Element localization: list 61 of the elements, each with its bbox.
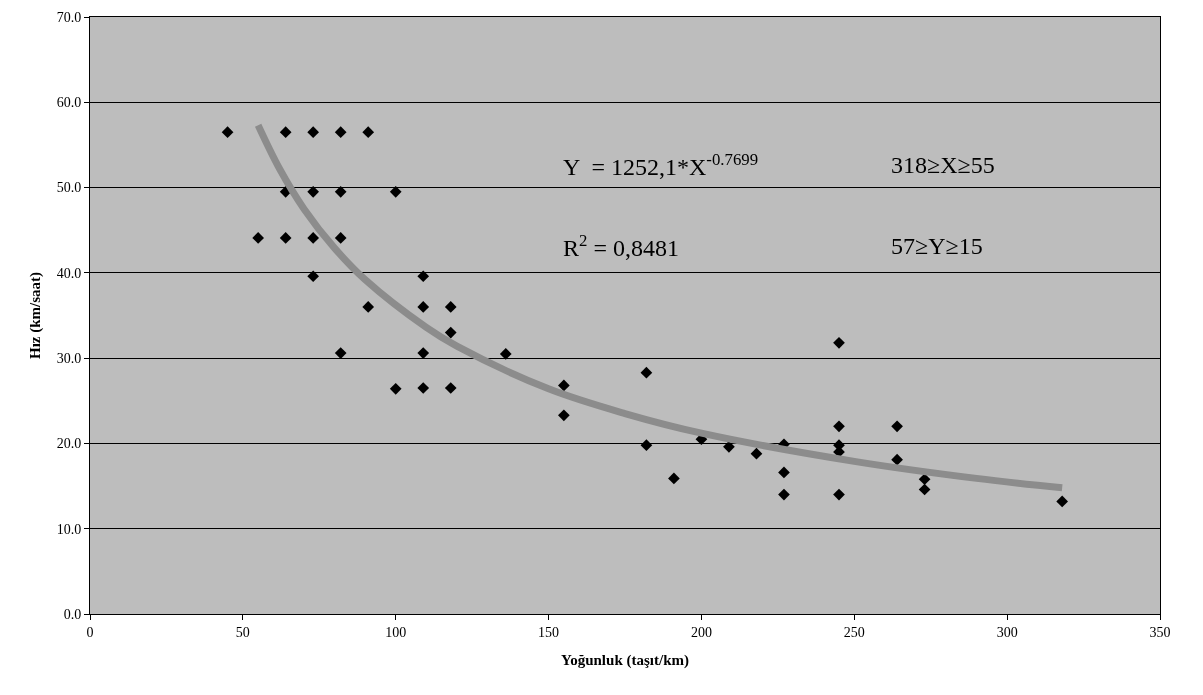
- point: [307, 232, 320, 244]
- x-tick-label: 350: [1149, 624, 1171, 640]
- y-tick-label: 60.0: [56, 95, 82, 111]
- x-tick-label: 150: [538, 624, 560, 640]
- point: [334, 126, 347, 138]
- point: [307, 126, 320, 138]
- x-tick-label: 100: [385, 624, 407, 640]
- point: [334, 347, 347, 359]
- point: [417, 382, 430, 394]
- x-tick-label: 50: [235, 624, 250, 640]
- point: [307, 270, 320, 283]
- annotation: R$^{2}$ = 0,8481: [563, 231, 679, 262]
- y-tick-label: 20.0: [56, 436, 82, 452]
- y-tick-label: 10.0: [56, 521, 82, 537]
- y-tick-label: 70.0: [56, 9, 82, 25]
- point: [640, 366, 653, 379]
- y-axis-title: Hız (km/saat): [26, 271, 44, 360]
- point: [389, 185, 402, 198]
- point: [417, 347, 430, 359]
- point: [833, 488, 845, 501]
- point: [668, 472, 680, 485]
- y-tick-label: 0.0: [63, 606, 82, 622]
- point: [918, 483, 931, 496]
- point: [558, 409, 570, 422]
- y-tick-label: 40.0: [56, 265, 82, 281]
- point: [334, 232, 347, 244]
- point: [389, 383, 402, 395]
- point: [279, 232, 292, 244]
- x-tick-label: 0: [86, 624, 94, 640]
- point: [444, 326, 457, 339]
- point: [750, 447, 763, 460]
- x-tick-label: 200: [690, 624, 712, 640]
- point: [362, 301, 375, 313]
- annotation: 57≥Y≥15: [891, 233, 983, 259]
- point: [252, 232, 264, 244]
- point: [640, 439, 653, 451]
- point: [444, 382, 457, 394]
- y-tick-label: 50.0: [56, 180, 82, 196]
- point: [778, 466, 790, 479]
- point: [307, 185, 320, 198]
- point: [444, 301, 457, 313]
- annotation: Y = 1252,1*X$^{-0.7699}$: [563, 150, 759, 181]
- point: [833, 420, 845, 433]
- x-tick-label: 300: [996, 624, 1018, 640]
- point: [279, 126, 292, 138]
- point: [778, 488, 790, 501]
- point: [1056, 495, 1069, 508]
- point: [334, 185, 347, 198]
- point: [499, 348, 512, 360]
- y-tick-label: 30.0: [56, 351, 82, 367]
- point: [417, 301, 430, 313]
- point: [362, 126, 375, 138]
- point: [221, 126, 234, 138]
- point: [891, 453, 903, 466]
- annotation: 318≥X≥55: [891, 152, 995, 178]
- point: [558, 379, 570, 392]
- x-axis-title: Yoğunluk (taşıt/km): [561, 651, 689, 669]
- point: [417, 270, 430, 283]
- point: [891, 420, 903, 433]
- x-tick-label: 250: [843, 624, 865, 640]
- point: [833, 336, 845, 349]
